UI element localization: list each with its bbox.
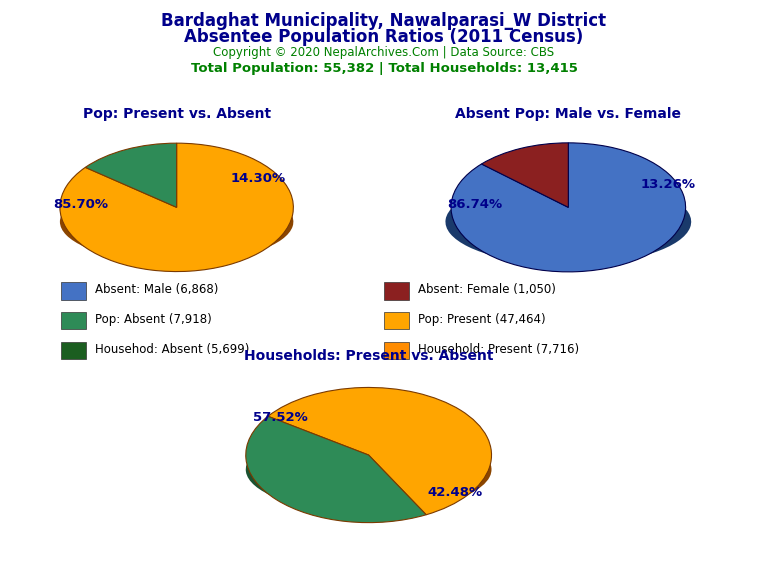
Wedge shape xyxy=(268,426,492,507)
Text: 14.30%: 14.30% xyxy=(231,172,286,185)
Wedge shape xyxy=(445,179,691,265)
Text: Pop: Absent (7,918): Pop: Absent (7,918) xyxy=(95,313,212,326)
Text: Absent Pop: Male vs. Female: Absent Pop: Male vs. Female xyxy=(455,107,681,121)
Wedge shape xyxy=(246,445,426,513)
Text: Absent: Female (1,050): Absent: Female (1,050) xyxy=(418,283,556,296)
Text: Househod: Absent (5,699): Househod: Absent (5,699) xyxy=(95,343,250,356)
Wedge shape xyxy=(60,143,293,271)
Text: Pop: Present vs. Absent: Pop: Present vs. Absent xyxy=(83,107,270,121)
Text: Absent: Male (6,868): Absent: Male (6,868) xyxy=(95,283,219,296)
Text: 86.74%: 86.74% xyxy=(447,198,502,211)
Wedge shape xyxy=(246,416,426,522)
Text: Absentee Population Ratios (2011 Census): Absentee Population Ratios (2011 Census) xyxy=(184,28,584,46)
Text: Bardaghat Municipality, Nawalparasi_W District: Bardaghat Municipality, Nawalparasi_W Di… xyxy=(161,12,607,29)
Text: Pop: Present (47,464): Pop: Present (47,464) xyxy=(418,313,545,326)
Text: Copyright © 2020 NepalArchives.Com | Data Source: CBS: Copyright © 2020 NepalArchives.Com | Dat… xyxy=(214,46,554,59)
Text: Total Population: 55,382 | Total Households: 13,415: Total Population: 55,382 | Total Househo… xyxy=(190,62,578,75)
Text: 13.26%: 13.26% xyxy=(641,179,696,191)
Wedge shape xyxy=(268,388,492,515)
Text: 85.70%: 85.70% xyxy=(54,198,108,211)
Text: 42.48%: 42.48% xyxy=(427,486,482,499)
Text: 57.52%: 57.52% xyxy=(253,411,307,425)
Wedge shape xyxy=(478,179,568,222)
Text: Households: Present vs. Absent: Households: Present vs. Absent xyxy=(244,349,493,363)
Text: Household: Present (7,716): Household: Present (7,716) xyxy=(418,343,579,356)
Wedge shape xyxy=(85,181,177,222)
Wedge shape xyxy=(60,181,293,263)
Wedge shape xyxy=(85,143,177,207)
Wedge shape xyxy=(451,143,686,272)
Wedge shape xyxy=(482,143,568,207)
